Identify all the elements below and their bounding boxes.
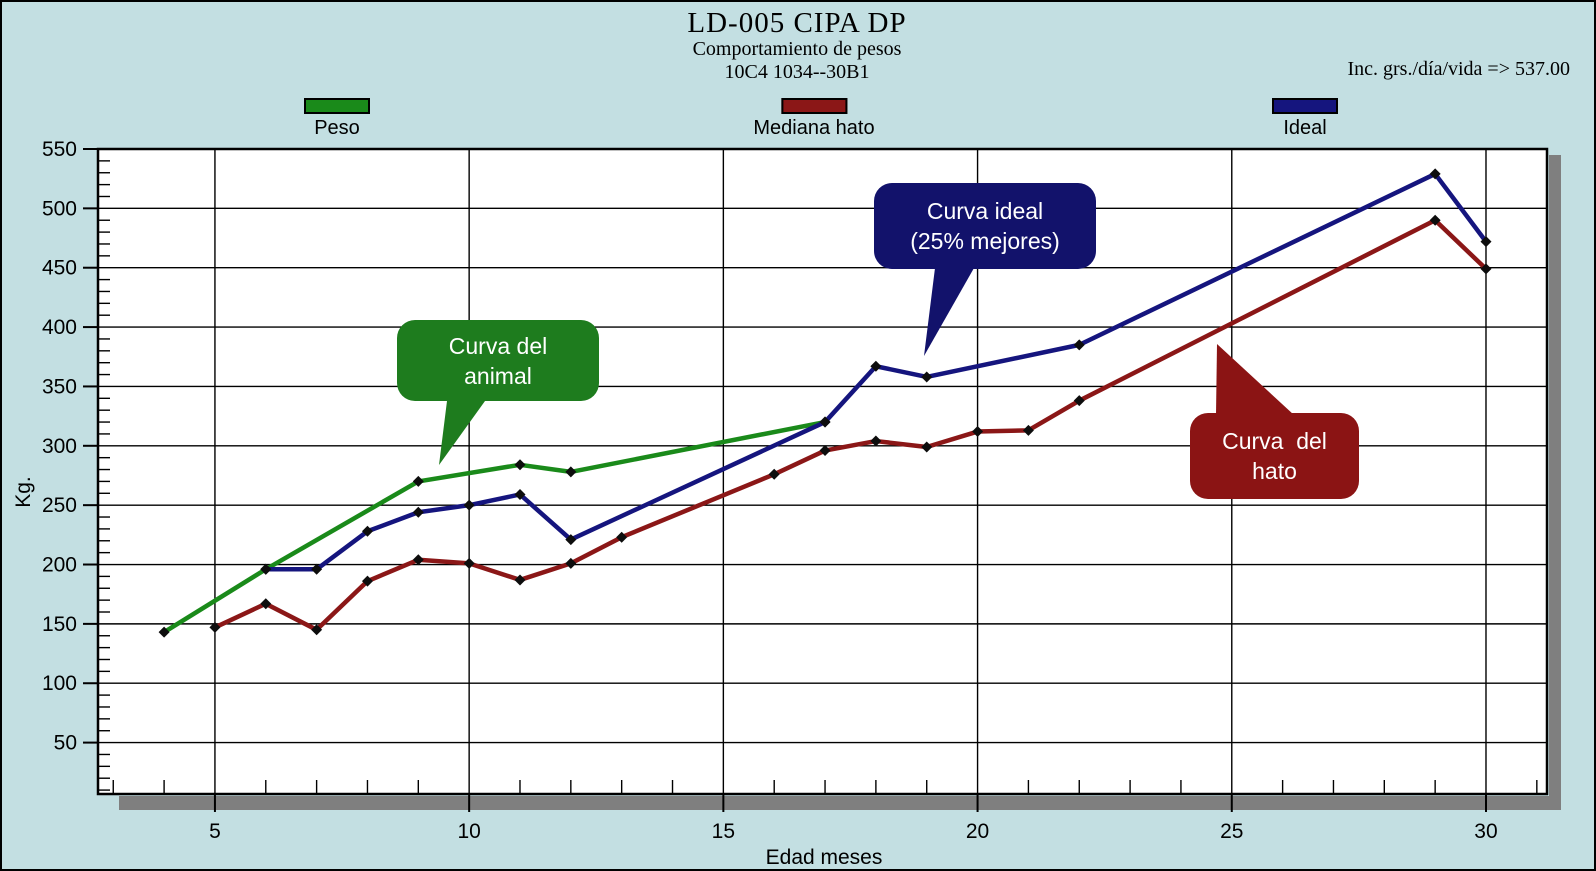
callout-tail-hato [1216, 344, 1294, 415]
daily-gain-note: Inc. grs./día/vida => 537.00 [1347, 58, 1570, 80]
svg-text:200: 200 [42, 554, 77, 577]
svg-text:10: 10 [457, 820, 480, 843]
major-ticks [83, 148, 1487, 812]
callout-line: animal [464, 362, 532, 389]
series-peso [161, 419, 828, 635]
svg-text:25: 25 [1220, 820, 1243, 843]
callout-line: Curva del [448, 332, 548, 359]
callout-line: hato [1252, 458, 1297, 484]
callout-line: Curva ideal [926, 198, 1044, 224]
y-axis-label: Kg. [12, 476, 35, 508]
legend-label-peso: Peso [314, 117, 360, 139]
legend-swatch-peso [304, 98, 370, 114]
callout-line: (25% mejores) [910, 228, 1060, 254]
minor-ticks [98, 160, 1538, 794]
svg-text:300: 300 [42, 435, 77, 458]
svg-text:450: 450 [42, 257, 77, 280]
page-subtitle: Comportamiento de pesos [692, 38, 902, 60]
svg-text:100: 100 [42, 672, 77, 695]
svg-text:250: 250 [42, 494, 77, 517]
legend-item-ideal: Ideal [1272, 98, 1338, 140]
animal-code: 10C4 1034--30B1 [724, 61, 870, 83]
callout-curva-ideal: Curva ideal (25% mejores) [874, 183, 1096, 269]
legend-label-mediana-hato: Mediana hato [753, 117, 875, 139]
svg-text:20: 20 [966, 820, 989, 843]
legend-label-ideal: Ideal [1283, 117, 1327, 139]
svg-text:500: 500 [42, 197, 77, 220]
svg-text:550: 550 [42, 138, 77, 161]
svg-text:15: 15 [712, 820, 735, 843]
svg-text:50: 50 [54, 732, 77, 755]
series-mediana-hato [212, 217, 1489, 633]
callout-tail-ideal [924, 268, 974, 356]
svg-text:5: 5 [209, 820, 221, 843]
svg-text:400: 400 [42, 316, 77, 339]
callout-curva-del-hato: Curva del hato [1190, 413, 1359, 499]
svg-text:350: 350 [42, 375, 77, 398]
legend-swatch-mediana-hato [780, 98, 847, 114]
callout-tail-animal [439, 401, 485, 465]
data-point-markers [158, 168, 1492, 638]
plot-frame [96, 147, 1549, 796]
callout-line: Curva del [1222, 428, 1327, 454]
legend-item-mediana-hato: Mediana hato [753, 98, 875, 140]
tick-labels: 5 10 15 20 25 30 50 100 150 200 250 300 350 400 450 500… [42, 138, 1498, 843]
svg-text:150: 150 [42, 613, 77, 636]
callout-curva-del-animal: Curva del animal [397, 320, 599, 401]
legend-swatch-ideal [1272, 98, 1338, 114]
page-title: LD-005 CIPA DP [687, 7, 907, 39]
plot-shadow [119, 155, 1561, 810]
svg-text:30: 30 [1474, 820, 1497, 843]
legend-item-peso: Peso [304, 98, 370, 140]
x-axis-label: Edad meses [765, 846, 883, 869]
